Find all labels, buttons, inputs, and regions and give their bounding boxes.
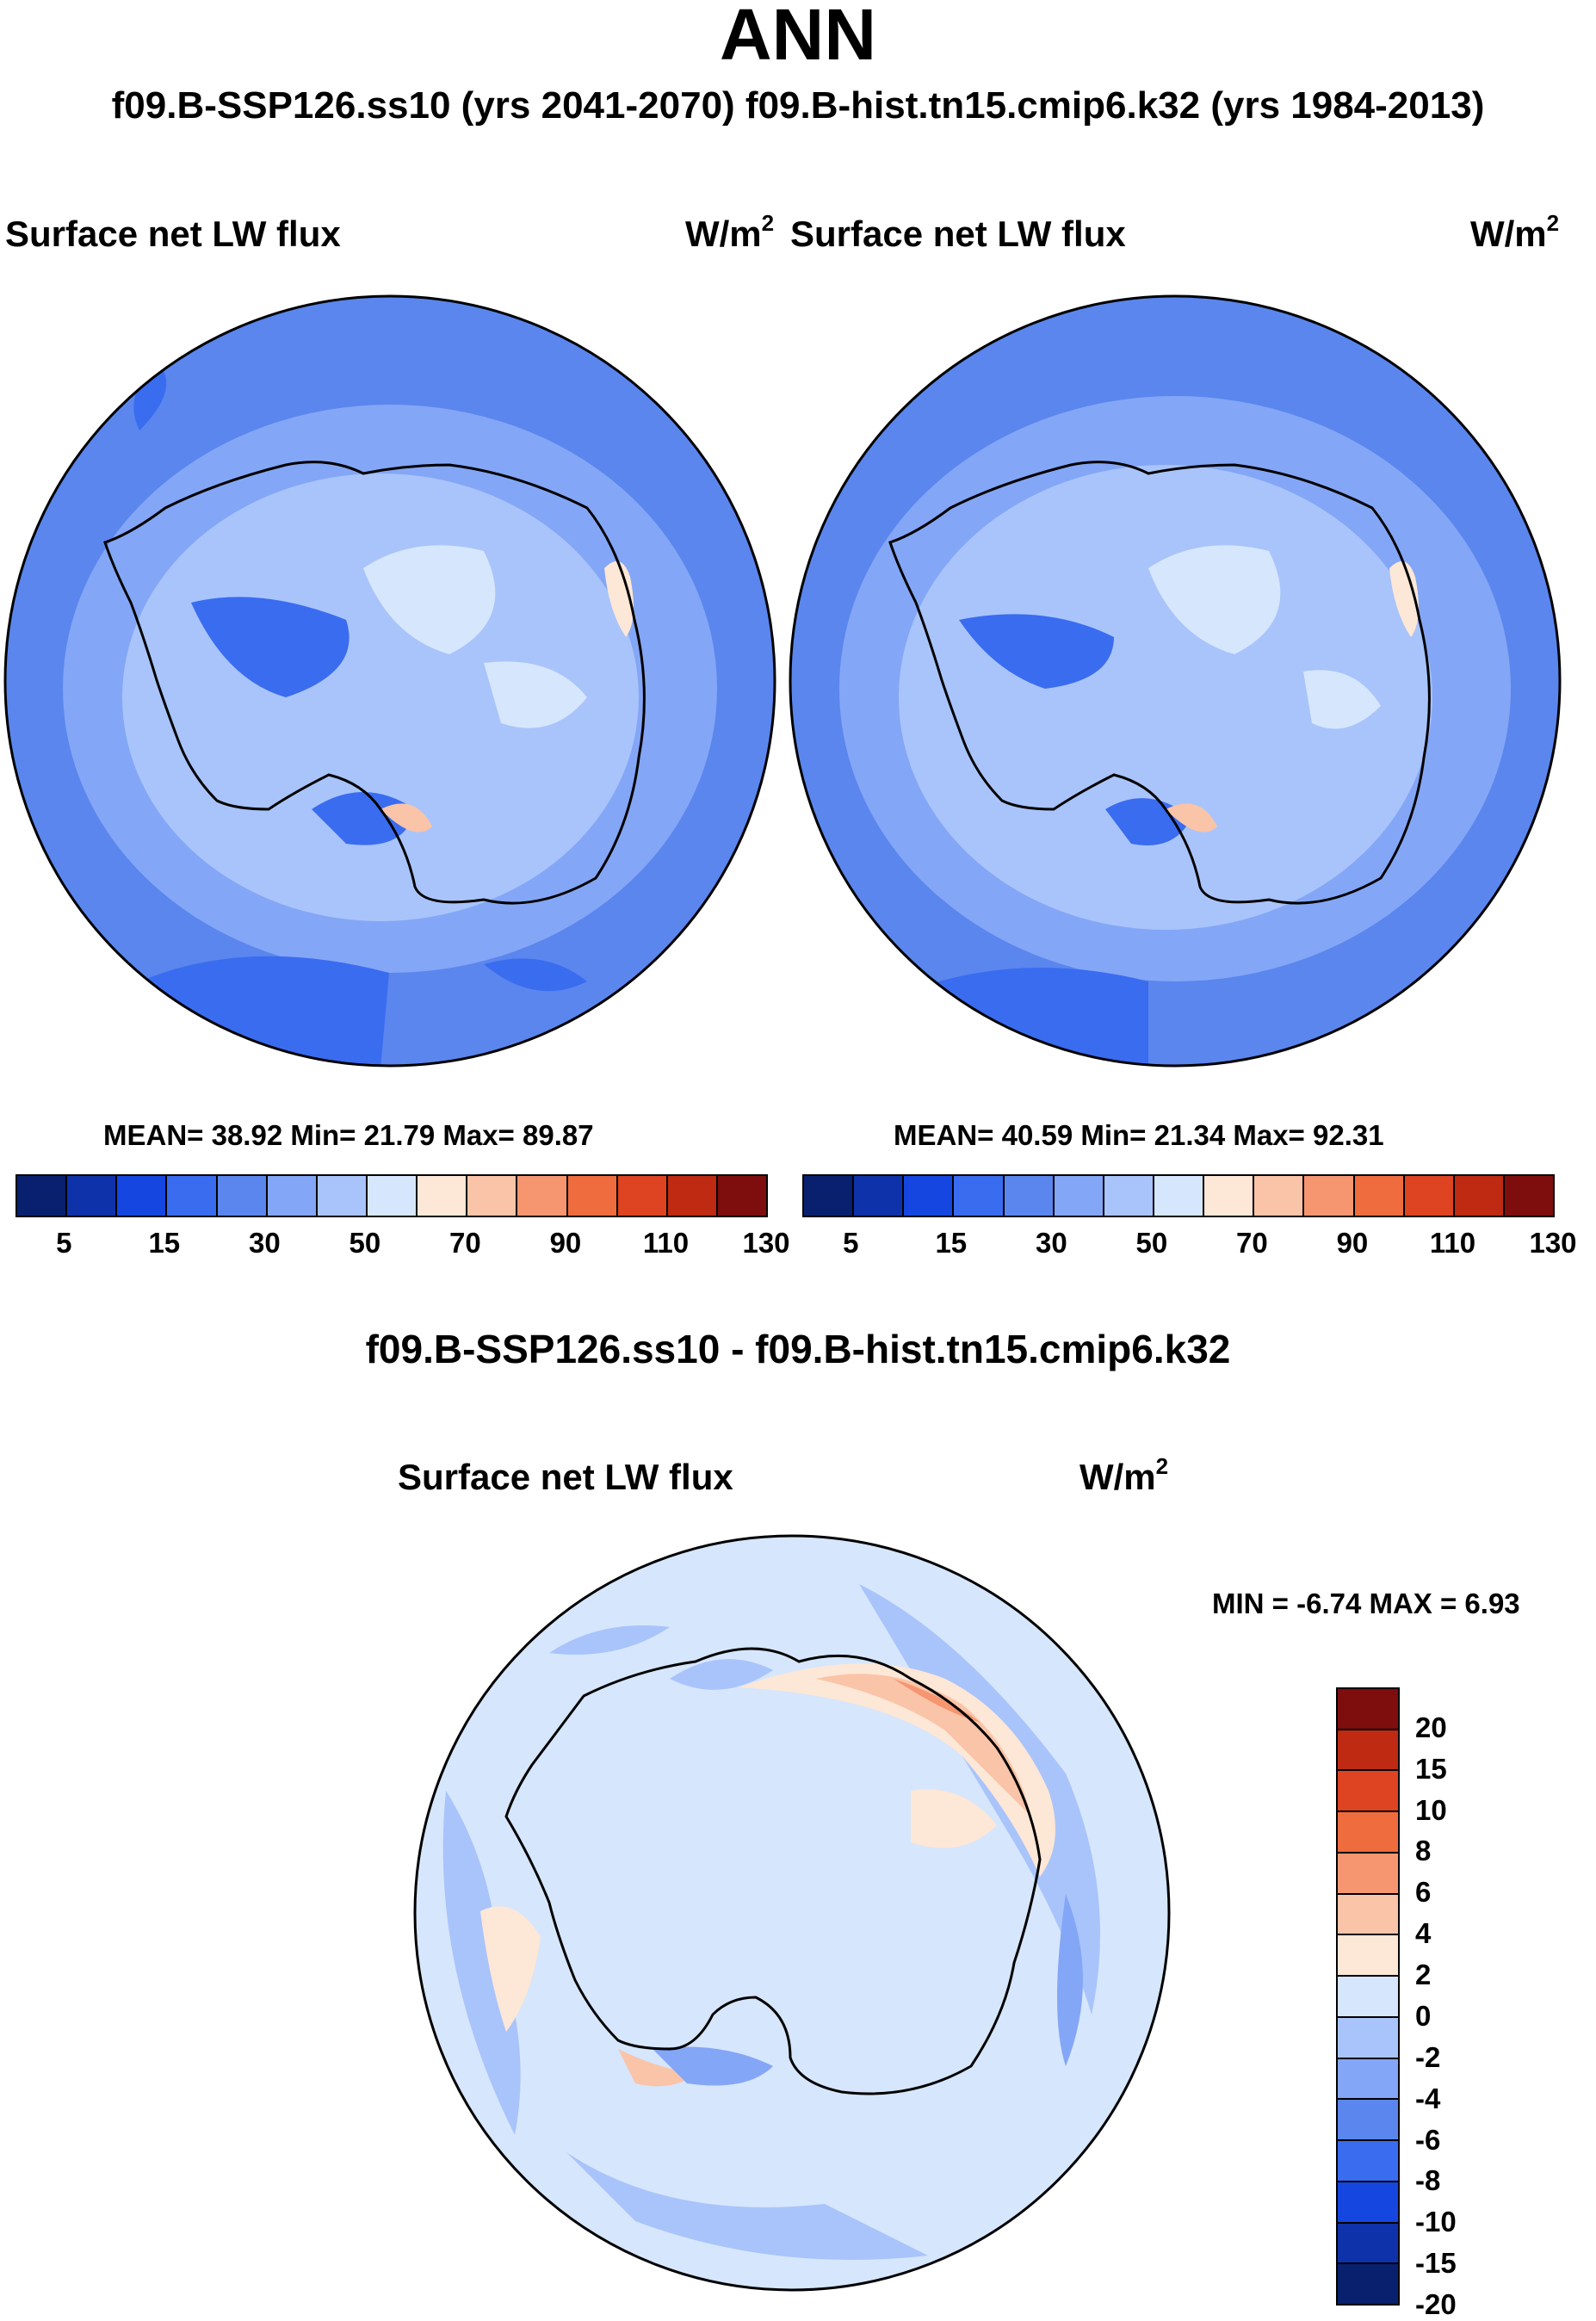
colorbar-tick-label: -2	[1415, 2040, 1441, 2073]
colorbar-tick-label: 30	[248, 1227, 281, 1259]
colorbar-swatch	[717, 1176, 767, 1216]
colorbar-swatch	[1504, 1176, 1554, 1216]
panel1-colorbar	[15, 1174, 768, 1217]
colorbar-swatch	[467, 1176, 518, 1216]
colorbar-tick-label: 8	[1415, 1835, 1432, 1867]
colorbar-swatch	[1338, 2017, 1398, 2059]
colorbar-swatch	[1338, 2264, 1398, 2305]
colorbar-tick-label: -20	[1415, 2288, 1457, 2320]
colorbar-swatch	[1338, 2141, 1398, 2182]
colorbar-tick-label: 2	[1415, 1959, 1432, 1991]
colorbar-swatch	[1338, 1730, 1398, 1772]
panel1-units-label: W/m2	[685, 210, 775, 254]
colorbar-swatch	[1338, 2058, 1398, 2101]
colorbar-swatch	[267, 1176, 318, 1216]
colorbar-tick-label: 0	[1415, 1999, 1432, 2032]
colorbar-swatch	[1004, 1176, 1055, 1216]
colorbar-tick-label: 50	[349, 1227, 381, 1259]
diff-min-max: MIN = -6.74 MAX = 6.93	[1212, 1588, 1520, 1619]
colorbar-swatch	[117, 1176, 168, 1216]
colorbar-swatch	[854, 1176, 905, 1216]
colorbar-tick-label: 110	[1429, 1227, 1476, 1259]
colorbar-swatch	[1304, 1176, 1355, 1216]
diff-units-label: W/m2	[1079, 1453, 1169, 1497]
colorbar-swatch	[1338, 2182, 1398, 2224]
panel1-stats: MEAN= 38.92 Min= 21.79 Max= 89.87	[103, 1119, 594, 1151]
panel2-polar-map	[789, 294, 1562, 1068]
colorbar-tick-label: 70	[1236, 1227, 1268, 1259]
panel2-stats: MEAN= 40.59 Min= 21.34 Max= 92.31	[894, 1119, 1384, 1151]
colorbar-swatch	[167, 1176, 218, 1216]
colorbar-tick-label: -6	[1415, 2123, 1441, 2156]
colorbar-tick-label: 50	[1135, 1227, 1168, 1259]
panel2-units-label: W/m2	[1470, 210, 1560, 254]
colorbar-swatch	[1338, 2223, 1398, 2265]
colorbar-swatch	[1454, 1176, 1505, 1216]
colorbar-tick-label: -15	[1415, 2247, 1457, 2280]
colorbar-swatch	[1338, 1689, 1398, 1730]
colorbar-tick-label: 15	[1415, 1752, 1447, 1785]
colorbar-tick-label: 15	[148, 1227, 181, 1259]
colorbar-swatch	[617, 1176, 668, 1216]
main-title: ANN	[720, 0, 876, 75]
difference-colorbar	[1336, 1687, 1400, 2306]
colorbar-tick-label: -8	[1415, 2164, 1441, 2197]
colorbar-tick-label: 20	[1415, 1711, 1447, 1743]
colorbar-tick-label: 15	[935, 1227, 968, 1259]
colorbar-tick-label: 4	[1415, 1917, 1432, 1950]
colorbar-swatch	[517, 1176, 568, 1216]
diff-variable-label: Surface net LW flux	[398, 1457, 733, 1497]
colorbar-tick-label: -4	[1415, 2082, 1441, 2114]
colorbar-swatch	[1338, 1812, 1398, 1854]
colorbar-swatch	[1338, 2100, 1398, 2142]
colorbar-tick-label: 110	[642, 1227, 690, 1259]
panel1-polar-map	[3, 294, 776, 1068]
colorbar-swatch	[1338, 1853, 1398, 1895]
colorbar-swatch	[1338, 1935, 1398, 1977]
colorbar-swatch	[904, 1176, 955, 1216]
colorbar-tick-label: 10	[1415, 1793, 1447, 1826]
colorbar-swatch	[1254, 1176, 1305, 1216]
colorbar-tick-label: 70	[449, 1227, 481, 1259]
colorbar-swatch	[1338, 1894, 1398, 1936]
colorbar-tick-label: 30	[1035, 1227, 1067, 1259]
colorbar-swatch	[67, 1176, 118, 1216]
colorbar-swatch	[1354, 1176, 1405, 1216]
colorbar-tick-label: 5	[56, 1227, 72, 1259]
difference-title: f09.B-SSP126.ss10 - f09.B-hist.tn15.cmip…	[365, 1327, 1231, 1371]
colorbar-swatch	[418, 1176, 468, 1216]
colorbar-swatch	[567, 1176, 618, 1216]
panel2-colorbar	[802, 1174, 1555, 1217]
colorbar-tick-label: 90	[1336, 1227, 1369, 1259]
colorbar-tick-label: 5	[843, 1227, 859, 1259]
colorbar-swatch	[804, 1176, 855, 1216]
case-comparison-title: f09.B-SSP126.ss10 (yrs 2041-2070) f09.B-…	[111, 84, 1485, 127]
colorbar-swatch	[217, 1176, 268, 1216]
colorbar-swatch	[1338, 1771, 1398, 1813]
colorbar-swatch	[367, 1176, 418, 1216]
colorbar-swatch	[17, 1176, 68, 1216]
colorbar-tick-label: 130	[742, 1227, 790, 1259]
colorbar-swatch	[1104, 1176, 1154, 1216]
colorbar-swatch	[317, 1176, 368, 1216]
colorbar-swatch	[954, 1176, 1005, 1216]
colorbar-swatch	[1054, 1176, 1104, 1216]
colorbar-swatch	[1154, 1176, 1205, 1216]
colorbar-tick-label: 90	[549, 1227, 582, 1259]
panel1-variable-label: Surface net LW flux	[5, 214, 341, 254]
colorbar-swatch	[1404, 1176, 1455, 1216]
panel2-variable-label: Surface net LW flux	[790, 214, 1126, 254]
colorbar-swatch	[1204, 1176, 1255, 1216]
colorbar-swatch	[1338, 1977, 1398, 2018]
colorbar-tick-label: 130	[1529, 1227, 1577, 1259]
colorbar-tick-label: -10	[1415, 2206, 1457, 2238]
colorbar-swatch	[667, 1176, 718, 1216]
colorbar-tick-label: 6	[1415, 1876, 1432, 1909]
difference-polar-map	[413, 1534, 1171, 2292]
